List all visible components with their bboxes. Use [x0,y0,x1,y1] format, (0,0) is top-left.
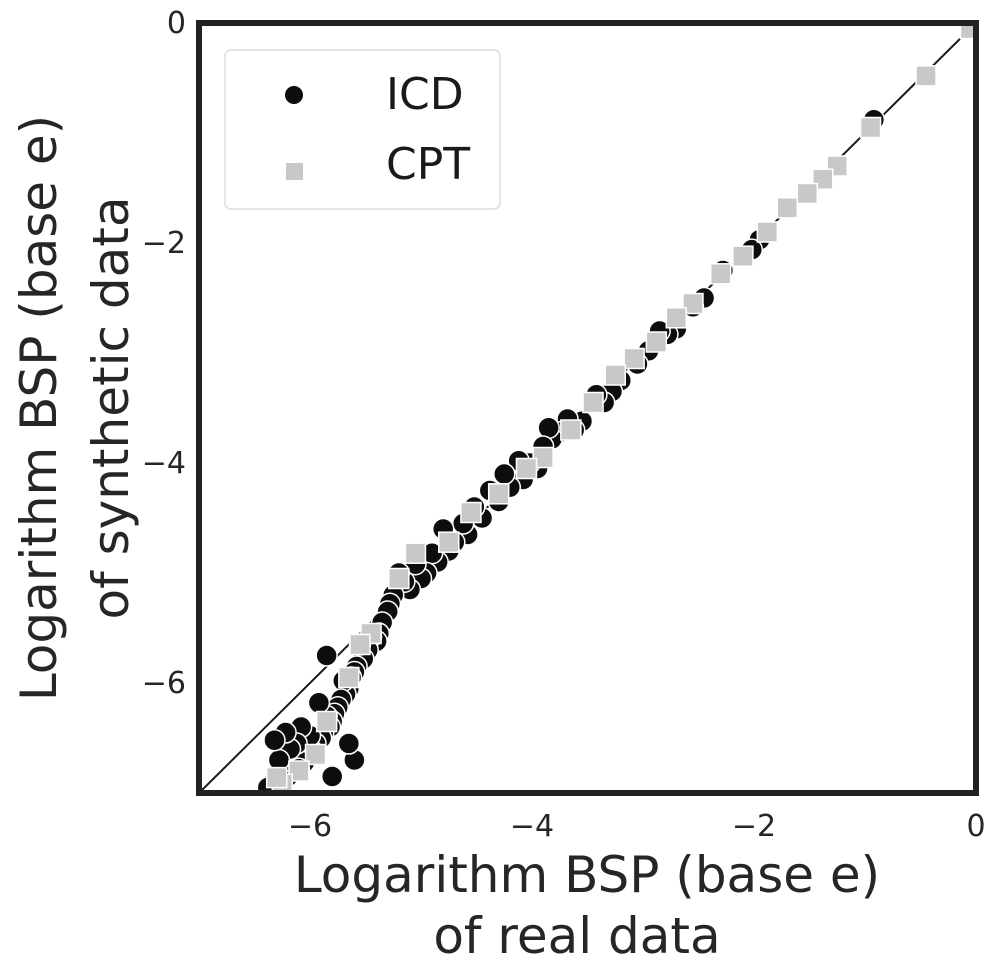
cpt-point [604,364,626,386]
y-tick-label: −2 [142,226,186,261]
icd-point [337,732,361,755]
x-tick-label: 0 [966,809,985,844]
cpt-point [487,483,510,505]
cpt-point [560,419,582,441]
cpt-point [776,197,799,219]
cpt-point [959,23,976,40]
icd-point [315,644,338,667]
icd-point [263,728,286,752]
cpt-point [732,245,754,267]
icd-point [307,691,331,715]
x-axis-label-line1: Logarithm BSP (base e) [294,846,880,904]
cpt-point [388,567,410,590]
cpt-point [288,760,310,782]
cpt-point [645,331,668,353]
x-tick-label: −6 [288,809,332,844]
y-axis-label-line2: of synthetic data [82,197,140,620]
cpt-point [265,766,288,789]
cpt-point [304,743,327,766]
cpt-point [404,542,427,564]
cpt-point [709,263,732,285]
cpt-point [915,65,937,87]
x-tick-label: −4 [510,809,554,844]
x-axis-label-line2: of real data [433,907,720,965]
cpt-point [582,391,604,414]
legend-cpt-marker [284,161,305,182]
x-tick-label: −2 [732,809,776,844]
cpt-point [682,292,704,315]
cpt-point [460,501,482,524]
legend-cpt-label: CPT [386,139,470,190]
icd-point [320,765,344,788]
legend: ICD CPT [224,49,501,210]
x-axis-ticks: −6 −4 −2 0 [288,809,986,844]
y-axis-ticks: 0 −2 −4 −6 [142,6,186,701]
legend-icd-label: ICD [386,69,464,120]
cpt-point [349,633,371,656]
icd-point [493,462,516,486]
y-tick-label: 0 [167,6,186,41]
cpt-point [623,347,645,370]
cpt-point [515,457,538,480]
cpt-point [756,221,779,243]
cpt-point [796,182,819,205]
cpt-point [859,116,882,139]
legend-icd-marker [283,84,305,106]
icd-point [537,416,560,440]
y-axis-label-line1: Logarithm BSP (base e) [10,115,68,701]
series-cpt [265,23,976,793]
y-tick-label: −6 [142,666,186,701]
plot-frame [196,20,979,796]
cpt-point [338,666,360,689]
cpt-point [315,710,338,733]
cpt-point [532,446,554,469]
y-tick-label: −4 [142,446,186,481]
cpt-point [665,307,688,329]
cpt-point [438,531,460,553]
